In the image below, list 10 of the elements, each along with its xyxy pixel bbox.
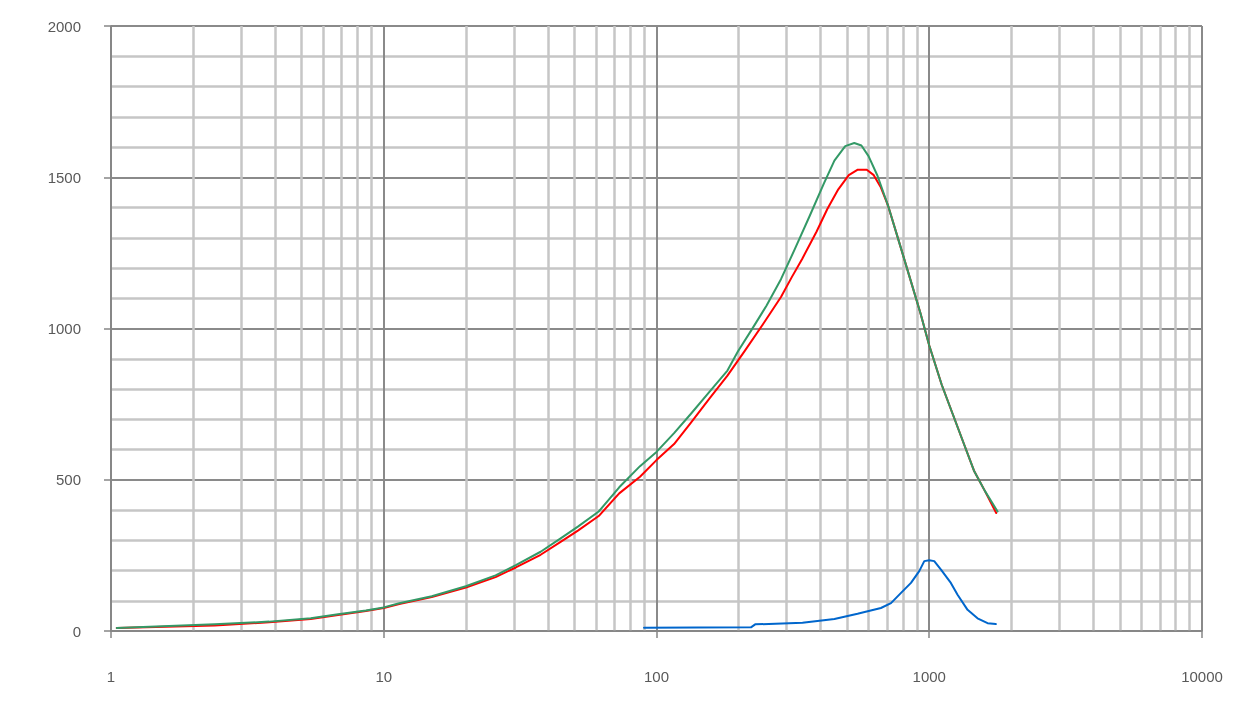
y-tick-label: 1000 bbox=[47, 320, 81, 337]
x-tick-label: 100 bbox=[643, 668, 670, 685]
x-tick-label: 1000 bbox=[912, 668, 946, 685]
x-tick-label: 10 bbox=[375, 668, 393, 685]
x-tick-label: 10000 bbox=[1181, 668, 1223, 685]
y-tick-label: 2000 bbox=[47, 17, 81, 35]
x-tick-label: 1 bbox=[106, 668, 116, 685]
y-tick-label: 1500 bbox=[47, 168, 81, 186]
y-tick-label: 500 bbox=[55, 471, 81, 489]
y-tick-label: 0 bbox=[72, 622, 81, 640]
